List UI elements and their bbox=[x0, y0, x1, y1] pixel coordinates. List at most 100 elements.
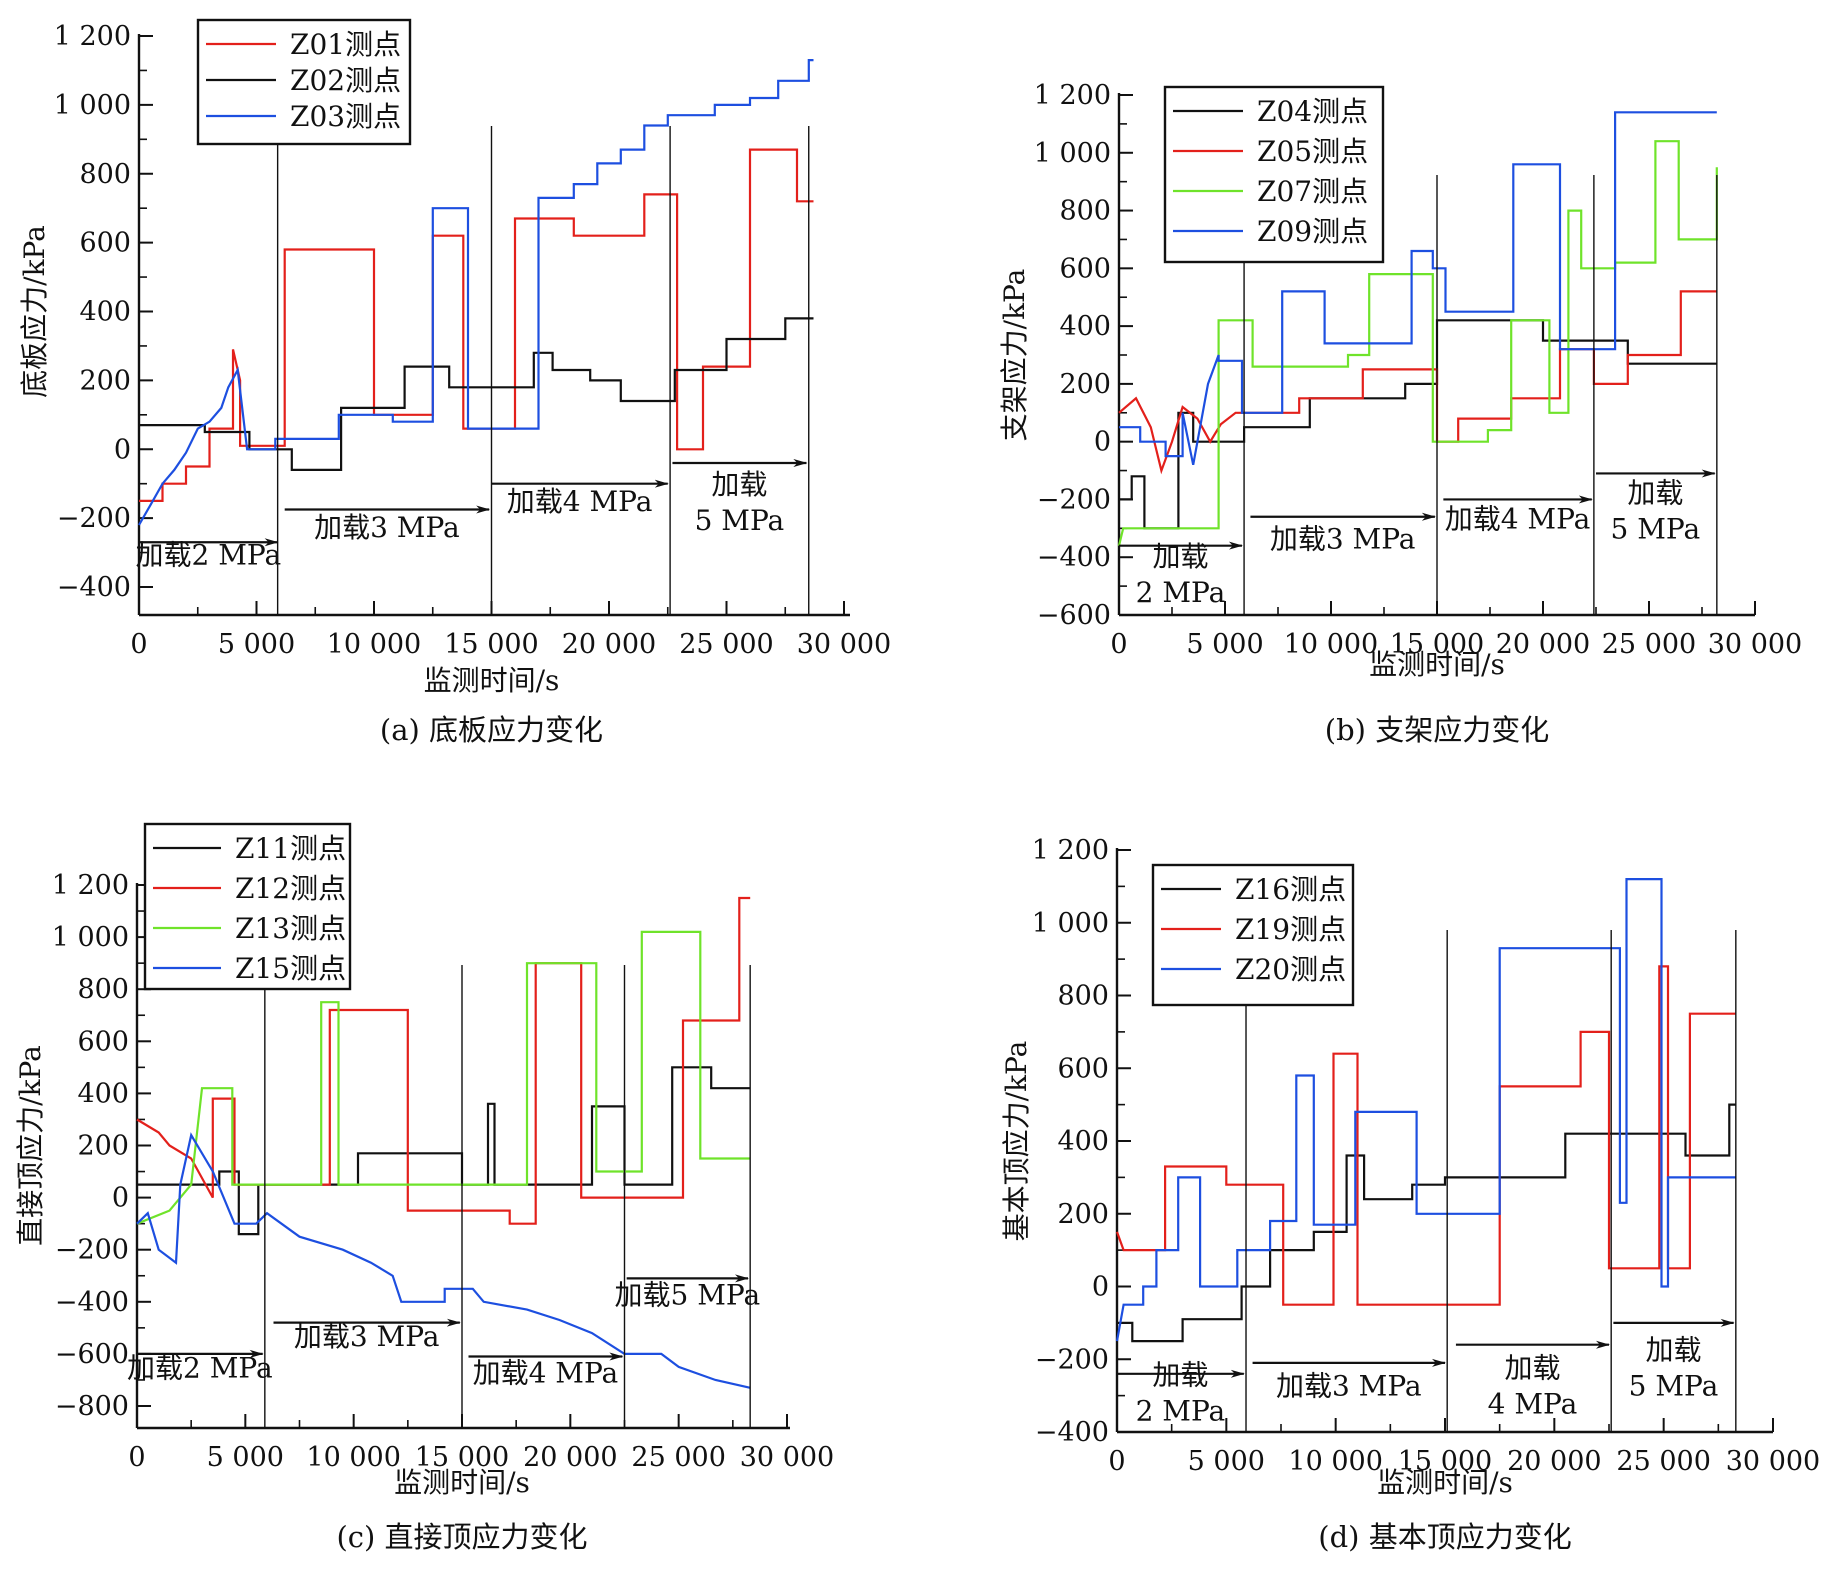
y-axis-label: 支架应力/kPa bbox=[998, 269, 1031, 442]
legend-label: Z09测点 bbox=[1257, 215, 1368, 248]
legend-label: Z19测点 bbox=[1235, 913, 1346, 946]
x-tick-label: 15 000 bbox=[1390, 629, 1484, 660]
y-tick-label: 0 bbox=[1092, 1272, 1109, 1303]
y-tick-label: −600 bbox=[1037, 600, 1111, 631]
x-tick-label: 20 000 bbox=[562, 629, 656, 660]
y-tick-label: 200 bbox=[1059, 369, 1111, 400]
x-axis-label: 监测时间/s bbox=[424, 664, 560, 697]
x-tick-label: 5 000 bbox=[207, 1442, 284, 1473]
loading-stage-label: 4 MPa bbox=[1488, 1387, 1578, 1420]
series-line-z13 bbox=[136, 930, 751, 1225]
loading-stage-label: 2 MPa bbox=[1136, 576, 1226, 609]
y-tick-label: 0 bbox=[112, 1183, 129, 1214]
x-tick-label: 0 bbox=[128, 1442, 145, 1473]
x-tick-label: 0 bbox=[1110, 629, 1127, 660]
x-tick-label: 20 000 bbox=[1507, 1446, 1601, 1477]
x-tick-label: 10 000 bbox=[1284, 629, 1378, 660]
x-tick-label: 15 000 bbox=[444, 629, 538, 660]
y-tick-label: 200 bbox=[79, 365, 131, 396]
x-tick-label: 0 bbox=[1108, 1446, 1125, 1477]
loading-stage-label: 加载3 MPa bbox=[314, 511, 460, 544]
loading-stage-label: 加载 bbox=[1504, 1351, 1560, 1384]
y-tick-label: −400 bbox=[1035, 1417, 1109, 1448]
chart-caption: (b) 支架应力变化 bbox=[1325, 713, 1549, 747]
y-tick-label: −200 bbox=[1037, 484, 1111, 515]
x-axis-label: 监测时间/s bbox=[394, 1466, 530, 1499]
loading-stage-label: 加载5 MPa bbox=[614, 1278, 760, 1311]
x-tick-label: 30 000 bbox=[1726, 1446, 1820, 1477]
y-axis-label: 底板应力/kPa bbox=[18, 225, 51, 398]
x-tick-label: 20 000 bbox=[1496, 629, 1590, 660]
y-tick-label: 1 200 bbox=[1034, 80, 1111, 111]
y-tick-label: 400 bbox=[1059, 311, 1111, 342]
y-tick-label: 400 bbox=[77, 1078, 129, 1109]
x-tick-label: 5 000 bbox=[1186, 629, 1263, 660]
y-axis-label: 直接顶应力/kPa bbox=[14, 1045, 47, 1246]
loading-stage-label: 5 MPa bbox=[695, 504, 785, 537]
legend-label: Z07测点 bbox=[1257, 175, 1368, 208]
legend-box bbox=[143, 822, 352, 991]
x-tick-label: 10 000 bbox=[1288, 1446, 1382, 1477]
x-tick-label: 25 000 bbox=[1616, 1446, 1710, 1477]
loading-stage-label: 加载 bbox=[1152, 540, 1208, 573]
y-tick-label: 0 bbox=[1094, 427, 1111, 458]
legend-box bbox=[196, 18, 412, 146]
x-tick-label: 20 000 bbox=[523, 1442, 617, 1473]
chart-c-immediate-roof-stress: 0 5 000 10 000 15 000 20 000 25 000 30 000 −800… bbox=[14, 822, 834, 1554]
legend-label: Z02测点 bbox=[290, 64, 401, 97]
x-axis-label: 监测时间/s bbox=[1377, 1466, 1513, 1499]
x-tick-label: 30 000 bbox=[797, 629, 891, 660]
series-line-z20 bbox=[1115, 878, 1736, 1342]
chart-a-floor-stress: 0 5 000 10 000 15 000 20 000 25 000 30 000 −400… bbox=[18, 18, 891, 747]
legend-label: Z01测点 bbox=[290, 28, 401, 61]
legend-label: Z11测点 bbox=[235, 832, 346, 865]
x-tick-label: 15 000 bbox=[1398, 1446, 1492, 1477]
series-line-z19 bbox=[1115, 965, 1736, 1306]
chart-caption: (c) 直接顶应力变化 bbox=[336, 1520, 587, 1554]
y-tick-label: 1 200 bbox=[52, 870, 129, 901]
x-axis-label: 监测时间/s bbox=[1369, 648, 1505, 681]
x-tick-label: 10 000 bbox=[327, 629, 421, 660]
x-tick-label: 30 000 bbox=[740, 1442, 834, 1473]
y-tick-label: −400 bbox=[1037, 542, 1111, 573]
x-tick-label: 25 000 bbox=[631, 1442, 725, 1473]
legend-label: Z04测点 bbox=[1257, 95, 1368, 128]
loading-stage-label: 加载4 MPa bbox=[507, 485, 653, 518]
y-tick-label: 600 bbox=[79, 228, 131, 259]
y-tick-label: 400 bbox=[1057, 1126, 1109, 1157]
chart-b-support-stress: 0 5 000 10 000 15 000 20 000 25 000 30 000 −600… bbox=[998, 80, 1802, 747]
legend: Z16测点 Z19测点 Z20测点 bbox=[1151, 863, 1355, 1007]
y-tick-label: 400 bbox=[79, 297, 131, 328]
y-tick-label: 600 bbox=[1057, 1053, 1109, 1084]
y-tick-label: −200 bbox=[57, 503, 131, 534]
chart-d-main-roof-stress: 0 5 000 10 000 15 000 20 000 25 000 30 000 −400… bbox=[1000, 835, 1820, 1554]
y-tick-label: −400 bbox=[55, 1287, 129, 1318]
y-tick-label: 1 000 bbox=[1034, 138, 1111, 169]
y-tick-label: 800 bbox=[79, 159, 131, 190]
legend-label: Z15测点 bbox=[235, 952, 346, 985]
legend-label: Z13测点 bbox=[235, 912, 346, 945]
x-tick-label: 10 000 bbox=[306, 1442, 400, 1473]
x-tick-label: 25 000 bbox=[1602, 629, 1696, 660]
y-tick-label: 800 bbox=[1057, 981, 1109, 1012]
series-line-z01 bbox=[139, 148, 814, 502]
legend: Z11测点 Z12测点 Z13测点 Z15测点 bbox=[143, 822, 352, 991]
y-tick-label: 800 bbox=[77, 974, 129, 1005]
y-tick-label: 1 200 bbox=[54, 21, 131, 52]
y-tick-label: −200 bbox=[1035, 1344, 1109, 1375]
loading-stage-label: 2 MPa bbox=[1136, 1395, 1226, 1428]
x-tick-label: 0 bbox=[130, 629, 147, 660]
loading-stage-label: 加载3 MPa bbox=[1270, 523, 1416, 556]
chart-caption: (a) 底板应力变化 bbox=[380, 713, 603, 747]
y-tick-label: 600 bbox=[77, 1026, 129, 1057]
loading-stage-label: 加载2 MPa bbox=[135, 539, 281, 572]
loading-stage-label: 加载3 MPa bbox=[294, 1320, 440, 1353]
loading-stage-label: 加载 bbox=[1645, 1333, 1701, 1366]
y-tick-label: −600 bbox=[55, 1339, 129, 1370]
x-tick-label: 15 000 bbox=[415, 1442, 509, 1473]
y-tick-label: 1 000 bbox=[52, 922, 129, 953]
loading-stage-label: 加载4 MPa bbox=[1445, 502, 1591, 535]
loading-stage-label: 加载3 MPa bbox=[1276, 1370, 1422, 1403]
